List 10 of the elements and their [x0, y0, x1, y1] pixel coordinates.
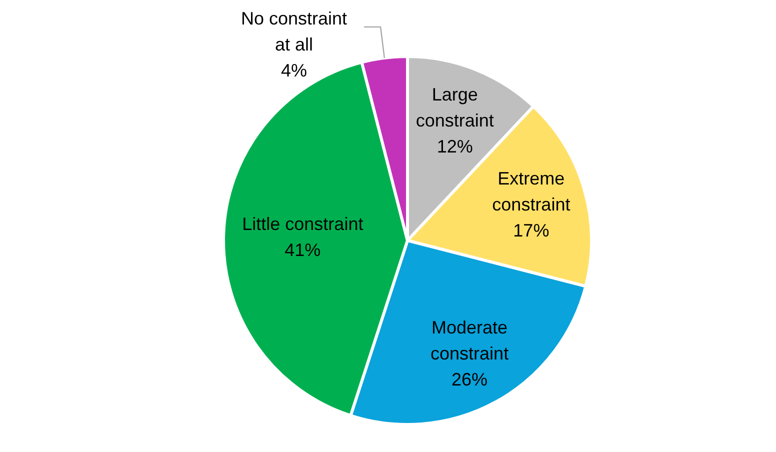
slice-label: Little constraint	[242, 214, 364, 234]
data-label: 17%	[513, 220, 550, 241]
data-label: 12%	[436, 136, 473, 157]
data-label: 4%	[281, 60, 308, 81]
slice-label: Large constraint	[416, 84, 494, 131]
data-label: 26%	[452, 369, 488, 390]
data-label: 41%	[284, 240, 321, 260]
slice-label: Moderate constraint	[430, 317, 509, 364]
slice-label: No constraint at all	[241, 8, 348, 55]
slice-label: Extreme constraint	[492, 168, 570, 215]
